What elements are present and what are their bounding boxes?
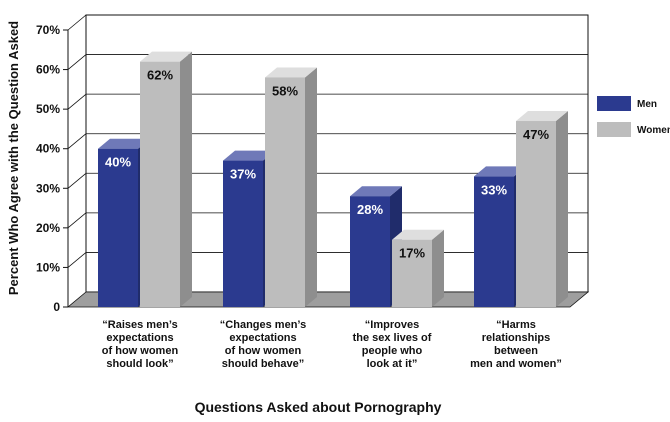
gridline-diagonal <box>67 212 87 229</box>
legend: Men Women <box>597 96 670 137</box>
bar-side <box>432 229 444 307</box>
category-label-line: of how women <box>102 345 179 357</box>
legend-swatch-women <box>597 122 631 137</box>
bar-side <box>556 111 568 307</box>
category-label-line: people who <box>362 345 423 357</box>
gridline-diagonal <box>67 133 87 150</box>
bar-top <box>516 111 568 122</box>
y-tick-label: 60% <box>36 63 60 77</box>
bar-top <box>474 166 526 177</box>
category-label-4: “Harms relationships between men and women” <box>470 319 562 370</box>
bar-top <box>223 150 275 161</box>
gridline-diagonal <box>67 172 87 189</box>
category-label-line: “Improves <box>365 319 419 331</box>
y-tick-label: 10% <box>36 260 60 274</box>
category-label-line: look at it” <box>367 358 418 370</box>
gridline-diagonal <box>67 54 87 70</box>
y-tick-label: 40% <box>36 142 60 156</box>
data-label: 40% <box>105 155 131 170</box>
bar-front <box>392 239 432 307</box>
category-label-line: the sex lives of <box>353 332 432 344</box>
y-axis-label: Percent Who Agree with the Question Aske… <box>6 21 21 295</box>
bar-top <box>98 138 150 149</box>
bar-front <box>516 121 556 307</box>
category-label-line: should look” <box>106 358 173 370</box>
y-tick-label: 20% <box>36 221 60 235</box>
y-tick-label: 50% <box>36 102 60 116</box>
category-label-2: “Changes men’s expectations of how women sh… <box>220 319 306 370</box>
data-label: 28% <box>357 202 383 217</box>
y-axis-ticks: 0 10% 20% 30% 40% 50% 60% 70% <box>36 23 60 314</box>
x-axis-label: Questions Asked about Pornography <box>195 399 442 415</box>
data-label: 17% <box>399 246 425 261</box>
bar-front <box>98 148 138 307</box>
category-label-3: “Improves the sex lives of people who look … <box>353 319 432 370</box>
category-labels: “Raises men’s expectations of how women sho… <box>102 319 562 370</box>
data-label: 47% <box>523 127 549 142</box>
y-tick-label: 70% <box>36 23 60 37</box>
bar-top <box>350 186 402 197</box>
bar-top <box>140 51 192 62</box>
category-label-line: relationships <box>482 332 550 344</box>
legend-label-women: Women <box>637 125 670 136</box>
bar-side <box>305 67 317 307</box>
category-label-line: expectations <box>229 332 296 344</box>
legend-swatch-men <box>597 96 631 111</box>
bar-women-2: 58% <box>265 67 317 307</box>
bar-front <box>265 77 305 307</box>
data-label: 33% <box>481 182 507 197</box>
category-label-line: expectations <box>106 332 173 344</box>
bars: 40% 62% 37% 58% 28% 17% 33% 47% <box>98 51 568 308</box>
bar-top <box>265 67 317 78</box>
bar-women-4: 47% <box>516 111 568 307</box>
category-label-line: “Raises men’s <box>102 319 177 331</box>
bar-side <box>180 51 192 308</box>
category-label-line: “Harms <box>496 319 536 331</box>
y-tick-label: 0 <box>53 300 60 314</box>
data-label: 58% <box>272 83 298 98</box>
category-label-line: men and women” <box>470 358 562 370</box>
category-label-1: “Raises men’s expectations of how women sho… <box>102 319 179 370</box>
bar-top <box>392 229 444 240</box>
bar-front <box>140 61 180 308</box>
bar-women-1: 62% <box>140 51 192 308</box>
bar-women-3: 17% <box>392 229 444 307</box>
y-tick-label: 30% <box>36 181 60 195</box>
gridline-diagonal <box>67 252 87 268</box>
category-label-line: should behave” <box>222 358 305 370</box>
gridline-diagonal <box>67 93 87 110</box>
data-label: 62% <box>147 68 173 83</box>
bar-front <box>350 196 390 307</box>
gridline-diagonal <box>67 14 87 31</box>
bar-front <box>223 160 263 307</box>
data-label: 37% <box>230 167 256 182</box>
category-label-line: of how women <box>225 345 302 357</box>
bar-front <box>474 176 514 307</box>
legend-label-men: Men <box>637 99 657 110</box>
category-label-line: between <box>494 345 538 357</box>
category-label-line: “Changes men’s <box>220 319 306 331</box>
